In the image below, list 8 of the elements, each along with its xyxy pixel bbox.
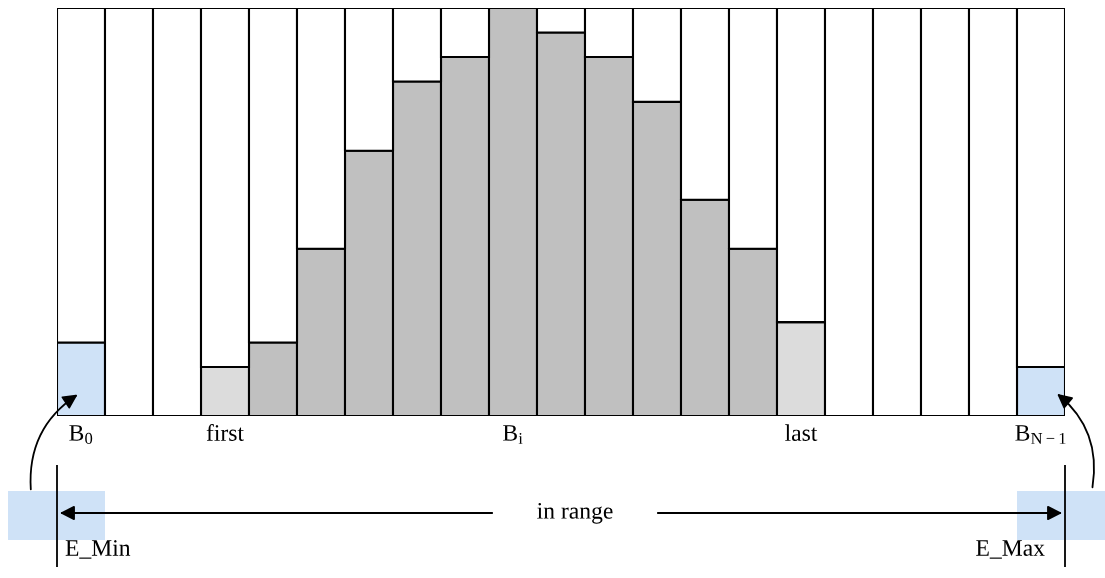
x-tick-label: B$_{N−1}$ — [1015, 425, 1066, 444]
x-tick-label: last — [785, 424, 818, 441]
text: E_Max — [976, 540, 1045, 559]
x-tick-label: first — [206, 424, 244, 441]
x-tick-label: B$_{i}$ — [503, 425, 523, 444]
text: E_Min — [65, 540, 131, 559]
text: in range — [537, 502, 613, 524]
x-tick-label: B$_{0}$ — [69, 425, 93, 445]
